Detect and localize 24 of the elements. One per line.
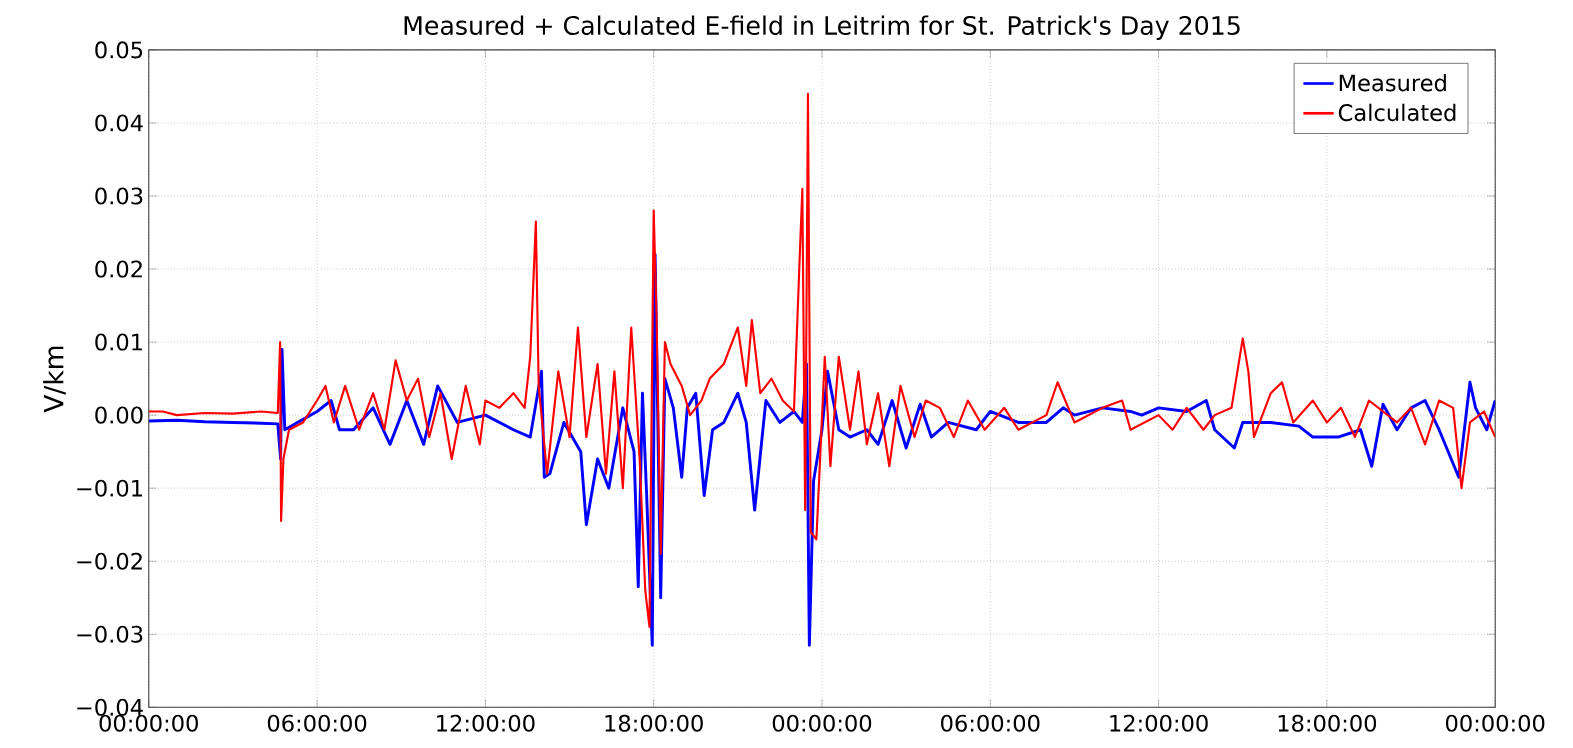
x-tick-label: 00:00:00 [772, 714, 872, 732]
y-tick-label: −0.01 [77, 479, 142, 497]
y-tick-label: 0.03 [95, 187, 143, 205]
x-tick-label: 18:00:00 [1278, 714, 1377, 732]
y-tick-label: 0.00 [95, 406, 143, 424]
x-tick-label: 18:00:00 [605, 714, 703, 732]
x-tick-label: 00:00:00 [99, 714, 198, 732]
y-tick-label: 0.05 [95, 41, 143, 59]
y-tick-label: 0.04 [95, 114, 143, 132]
line-series [148, 92, 1496, 629]
y-tick-label: −0.02 [77, 552, 142, 570]
chart-title: Measured + Calculated E-field in Leitrim for St. Patrick's Day 2015 [404, 15, 1240, 41]
x-tick-label: 00:00:00 [1445, 714, 1545, 732]
y-tick-label: −0.04 [77, 698, 143, 717]
y-tick-label: 0.01 [95, 333, 142, 351]
legend-label: Measured [1339, 74, 1446, 92]
x-tick-label: 06:00:00 [267, 714, 367, 732]
y-axis-title: V/km [43, 346, 66, 413]
legend-label: Calculated [1338, 103, 1456, 122]
x-tick-label: 12:00:00 [437, 714, 535, 732]
y-tick-label: 0.02 [95, 260, 142, 278]
x-tick-label: 06:00:00 [941, 714, 1040, 732]
y-tick-label: −0.03 [77, 625, 143, 643]
x-tick-label: 12:00:00 [1110, 714, 1208, 732]
